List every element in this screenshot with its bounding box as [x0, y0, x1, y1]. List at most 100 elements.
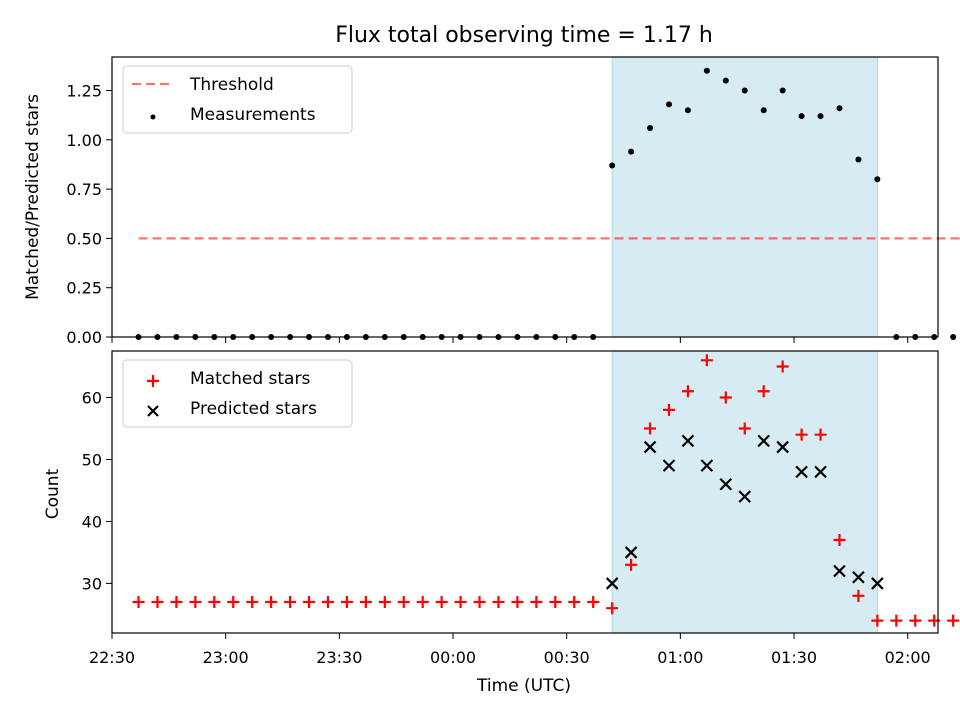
matched-star-point	[587, 596, 600, 609]
predicted-star-point	[605, 577, 619, 590]
matched-star-point	[189, 596, 202, 609]
bottom-y-tick-label: 50	[82, 450, 102, 469]
predicted-star-point	[852, 570, 865, 584]
matched-star-point	[644, 422, 657, 435]
x-tick-label: 00:30	[544, 648, 590, 667]
measurement-point	[950, 334, 957, 340]
matched-star-point	[814, 428, 827, 441]
matched-star-point	[662, 403, 675, 416]
matched-star-point	[890, 614, 903, 627]
bottom-observing-window	[611, 350, 878, 634]
legend-predicted-swatch	[147, 405, 159, 417]
legend-label: Measurements	[190, 105, 316, 125]
top-legend: Threshold Measurements	[122, 65, 353, 134]
bottom-y-axis-label: Count	[43, 468, 63, 519]
matched-star-point	[681, 385, 694, 398]
predicted-star-point	[624, 546, 638, 559]
measurement-point	[760, 107, 767, 114]
matched-star-point	[454, 596, 467, 609]
matched-star-point	[397, 596, 410, 609]
predicted-star-point	[700, 459, 714, 472]
predicted-star-point	[681, 434, 695, 448]
predicted-star-point	[814, 465, 827, 479]
predicted-star-point	[719, 477, 733, 491]
bottom-legend-box	[122, 359, 353, 428]
predicted-star-point	[662, 459, 676, 472]
measurement-point	[779, 87, 786, 94]
legend-label: Threshold	[189, 75, 274, 95]
predicted-star-point	[795, 465, 808, 479]
matched-star-point	[833, 534, 846, 547]
matched-star-point	[852, 589, 865, 602]
top-y-tick-label: 0.75	[66, 180, 102, 199]
measurement-point	[855, 156, 862, 163]
x-tick-label: 23:30	[316, 648, 362, 667]
top-y-tick-label: 0.25	[66, 279, 102, 298]
matched-star-point	[909, 614, 922, 627]
predicted-star-point	[757, 434, 770, 448]
measurement-point	[741, 87, 748, 94]
measurement-point	[665, 101, 672, 108]
matched-star-point	[625, 558, 638, 571]
top-y-tick-label: 1.00	[66, 131, 102, 150]
bottom-panel: 30 40 50 60 22:30 23:00 23:30 00:00 00:30 01:00 01…	[82, 350, 960, 667]
matched-star-point	[719, 391, 732, 404]
matched-star-point	[757, 385, 770, 398]
matched-star-point	[132, 596, 145, 609]
measurement-point	[684, 107, 691, 114]
measurement-point	[798, 113, 805, 120]
matched-star-point	[265, 596, 278, 609]
legend-matched-swatch	[147, 375, 159, 387]
matched-star-point	[208, 596, 221, 609]
matched-star-point	[700, 354, 713, 367]
matched-star-point	[947, 614, 960, 627]
top-y-tick-label: 0.50	[66, 229, 102, 248]
matched-star-point	[359, 596, 372, 609]
matched-star-point	[340, 596, 353, 609]
measurement-point	[817, 113, 824, 120]
matched-star-point	[378, 596, 391, 609]
x-tick-label: 02:00	[885, 648, 931, 667]
predicted-star-point	[643, 440, 657, 454]
chart-title: Flux total observing time = 1.17 h	[335, 23, 713, 48]
measurement-point	[609, 162, 616, 169]
measurement-point	[647, 124, 654, 131]
matched-star-point	[170, 596, 183, 609]
matched-star-point	[321, 596, 334, 609]
top-y-tick-label: 1.25	[66, 82, 102, 101]
measurement-point	[836, 105, 843, 112]
matched-star-point	[492, 596, 505, 609]
matched-star-point	[416, 596, 429, 609]
predicted-star-point	[833, 564, 846, 578]
x-tick-label: 00:00	[430, 648, 476, 667]
x-tick-label: 01:00	[657, 648, 703, 667]
matched-star-point	[303, 596, 316, 609]
top-y-axis-label: Matched/Predicted stars	[23, 94, 43, 300]
legend-measurements-swatch	[150, 114, 156, 120]
predicted-star-point	[776, 440, 789, 454]
matched-star-point	[246, 596, 259, 609]
top-legend-box	[122, 65, 353, 134]
matched-star-point	[227, 596, 240, 609]
bottom-legend: Matched stars Predicted stars	[122, 359, 353, 428]
measurement-point	[874, 176, 881, 183]
matched-star-point	[776, 360, 789, 373]
matched-star-point	[738, 422, 751, 435]
predicted-star-point	[871, 577, 884, 590]
x-axis-label: Time (UTC)	[476, 676, 571, 696]
bottom-y-tick-label: 30	[82, 574, 102, 593]
top-panel: 0.00 0.25 0.50 0.75 1.00 1.25 Threshold Measure…	[66, 56, 960, 347]
bottom-y-tick-label: 60	[82, 388, 102, 407]
measurement-point	[628, 148, 635, 155]
matched-star-point	[549, 596, 562, 609]
matched-star-point	[473, 596, 486, 609]
matched-star-point	[795, 428, 808, 441]
x-tick-label: 01:30	[771, 648, 817, 667]
matched-star-point	[871, 614, 884, 627]
matched-star-point	[511, 596, 524, 609]
legend-label: Matched stars	[190, 369, 310, 389]
measurement-point	[722, 77, 729, 84]
legend-label: Predicted stars	[190, 399, 317, 419]
